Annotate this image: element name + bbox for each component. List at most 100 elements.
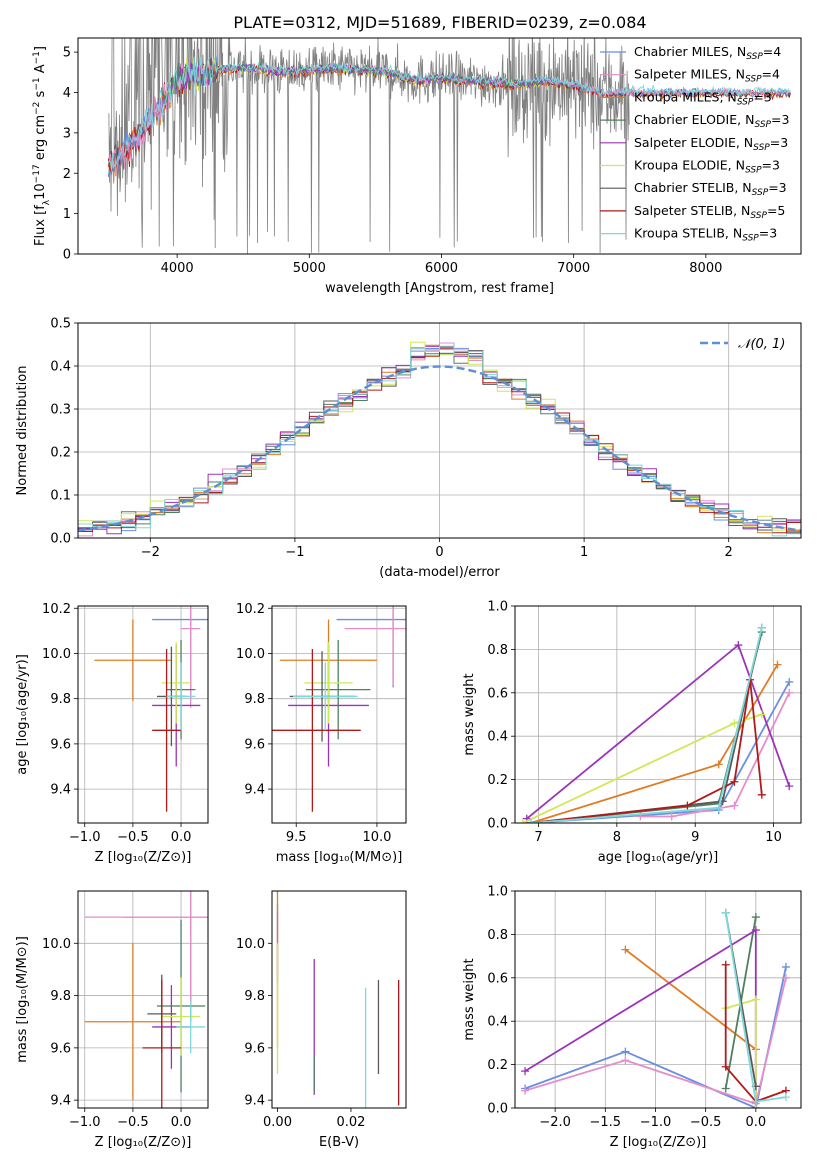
weight-marker	[730, 777, 739, 786]
panel-mass_vs_ebv: 0.00 0.02 9.4 9.6 9.8 10.0 E(B-V)	[236, 890, 407, 1150]
y-axis-label: age [log₁₀(age/yr)]	[15, 654, 30, 775]
legend-entry: Salpeter MILES, NSSP=4	[634, 67, 780, 85]
x-tick-label: 7	[534, 830, 542, 845]
y-tick-label: 9.4	[244, 783, 265, 798]
weight-marker	[785, 782, 794, 791]
x-tick-label: −1.0	[69, 830, 101, 845]
x-tick-label: −1.0	[69, 1115, 101, 1130]
y-tick-label: 0.6	[487, 971, 508, 986]
y-tick-label: 0.2	[487, 773, 508, 788]
legend-value: =5	[767, 203, 785, 218]
chart-layer: 4000 5000 6000 7000 8000 0 1 2 3 4 5 wavelength [An…	[15, 37, 802, 1150]
x-axis-label: age [log₁₀(age/yr)]	[598, 850, 719, 865]
plot-area	[84, 891, 208, 1108]
panel-age_vs_Z: −1.0 −0.5 0.0 9.4 9.6 9.8 10.0 10.2 Z [log₁₀(Z/Z…	[15, 602, 209, 865]
y-tick-label: 2	[63, 167, 71, 182]
x-tick-label: −1.5	[590, 1115, 622, 1130]
x-tick-label: 8000	[689, 261, 722, 276]
legend-value: =3	[768, 180, 786, 195]
weight-marker	[721, 1084, 730, 1093]
y-axis-label: mass [log₁₀(M/M⊙)]	[15, 936, 30, 1063]
panel-residuals: −2 −1 0 1 2 0.0 0.1 0.2 0.3 0.4 0.5 (data-model)/er…	[15, 317, 802, 580]
legend-subscript: SSP	[752, 188, 769, 198]
y-tick-label: 0.8	[487, 643, 508, 658]
weight-marker	[621, 1047, 630, 1056]
legend-entry: Chabrier MILES, NSSP=4	[634, 44, 781, 62]
plot-area	[78, 341, 801, 537]
axes-frame	[77, 605, 209, 824]
axes-frame	[77, 322, 802, 539]
y-label-part: −2	[32, 102, 42, 115]
plot-area	[521, 908, 790, 1108]
legend-value: =3	[762, 158, 780, 173]
x-tick-label: −0.5	[117, 1115, 149, 1130]
legend-subscript: SSP	[753, 143, 770, 153]
plot-area	[272, 606, 406, 812]
y-tick-label: 10.2	[42, 602, 71, 617]
weight-marker	[785, 677, 794, 686]
y-tick-label: 0.3	[50, 403, 71, 418]
y-label-part: −17	[32, 164, 42, 183]
legend-subscript: SSP	[745, 75, 762, 85]
weight-marker	[751, 926, 760, 935]
weight-line-kroupa_miles	[624, 948, 757, 1051]
weight-marker	[730, 719, 739, 728]
y-tick-label: 9.4	[244, 1094, 265, 1109]
y-tick-label: 0.2	[50, 446, 71, 461]
y-tick-label: 1.0	[487, 600, 508, 615]
axes-frame	[271, 890, 407, 1109]
panel-weight_vs_Z: −2.0 −1.5 −1.0 −0.5 0.0 0.0 0.2 0.4 0.6 0.8 1.0 Z […	[462, 885, 802, 1150]
weight-marker	[757, 623, 766, 632]
y-axis-label: Flux [fλ10−17 erg cm−2 s−1 A−1]	[32, 46, 52, 246]
y-tick-label: 0.0	[50, 532, 71, 547]
x-tick-label: −2	[141, 545, 160, 560]
y-tick-label: 10.0	[236, 937, 265, 952]
x-tick-label: 0.0	[171, 830, 192, 845]
weight-marker	[757, 790, 766, 799]
x-tick-label: 2	[725, 545, 733, 560]
y-tick-label: 0.1	[50, 489, 71, 504]
y-tick-label: 9.4	[50, 783, 71, 798]
legend-subscript: SSP	[754, 120, 771, 130]
x-axis-label: E(B-V)	[319, 1135, 359, 1150]
panel-mass_vs_Z: −1.0 −0.5 0.0 9.4 9.6 9.8 10.0 Z [log₁₀(Z/Z⊙)] m…	[15, 890, 209, 1150]
x-tick-label: 5000	[293, 261, 326, 276]
y-tick-label: 0.5	[50, 317, 71, 332]
legend-entry: Kroupa STELIB, NSSP=3	[634, 226, 777, 244]
y-label-part: Flux [f	[33, 205, 48, 246]
y-label-part: A	[33, 64, 48, 77]
weight-marker	[526, 819, 535, 823]
y-tick-label: 0.0	[487, 1102, 508, 1117]
y-tick-label: 0.4	[487, 1015, 508, 1030]
y-label-part: λ	[42, 199, 52, 205]
y-tick-label: 9.8	[244, 989, 265, 1004]
legend-text: Kroupa ELODIE, N	[634, 158, 745, 173]
x-tick-label: −1.0	[640, 1115, 672, 1130]
legend-entry: Kroupa MILES, NSSP=3	[634, 89, 772, 107]
y-tick-label: 9.8	[50, 692, 71, 707]
legend-entry: Salpeter ELODIE, NSSP=3	[634, 135, 788, 153]
y-tick-label: 1	[63, 207, 71, 222]
y-tick-label: 9.6	[244, 1041, 265, 1056]
x-tick-label: 0.0	[745, 1115, 766, 1130]
weight-marker	[721, 960, 730, 969]
plot-area	[94, 606, 208, 812]
weight-marker	[521, 1067, 530, 1076]
legend-subscript: SSP	[745, 166, 762, 176]
axes-frame	[77, 890, 209, 1109]
x-tick-label: 6000	[425, 261, 458, 276]
weight-marker	[773, 660, 782, 669]
weight-line-salpeter_elodie	[524, 928, 757, 1108]
y-label-part: −1	[32, 51, 42, 64]
weight-marker	[730, 801, 739, 810]
y-tick-label: 9.8	[244, 692, 265, 707]
y-axis-label: mass weight	[462, 958, 477, 1040]
model-spectrum-kroupa_stelib	[107, 56, 791, 171]
legend-text: Chabrier MILES, N	[634, 44, 746, 59]
weight-marker	[751, 995, 760, 1004]
axes-frame	[514, 890, 802, 1109]
legend-value: =4	[763, 44, 781, 59]
y-tick-label: 9.6	[50, 1041, 71, 1056]
x-tick-label: 0	[435, 545, 443, 560]
plot-area	[107, 38, 791, 254]
